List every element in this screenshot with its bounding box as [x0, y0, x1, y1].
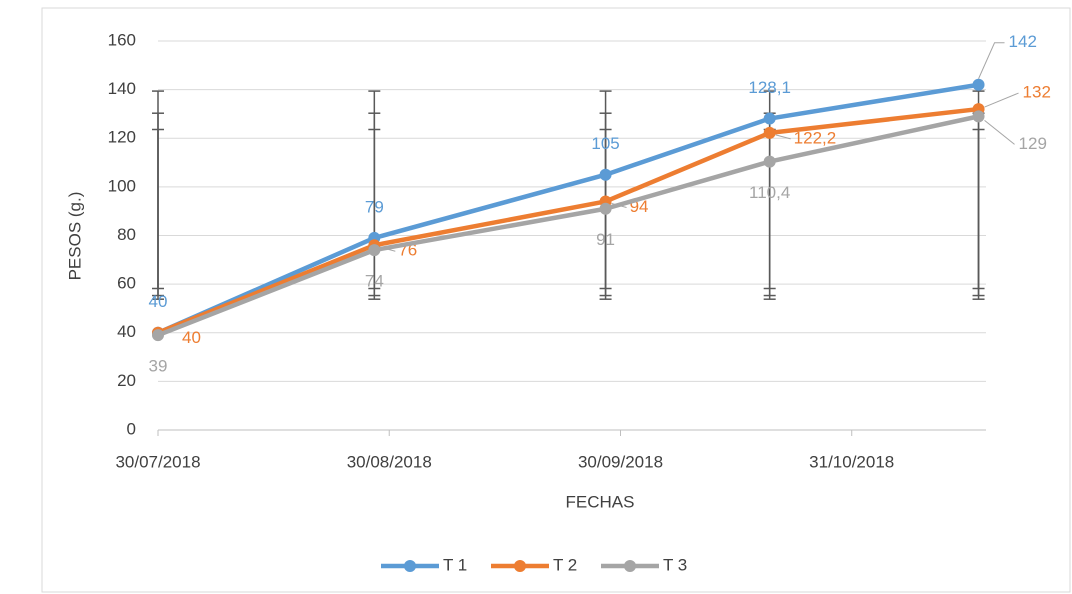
- data-label: 110,4: [749, 183, 790, 202]
- data-point: [972, 110, 985, 123]
- legend-label: T 3: [663, 555, 687, 574]
- data-point: [763, 126, 776, 139]
- leader-line: [775, 134, 791, 140]
- data-label: 91: [596, 230, 615, 249]
- x-tick-label: 30/07/2018: [115, 452, 200, 471]
- data-label: 40: [149, 292, 168, 311]
- data-label: 39: [149, 357, 168, 376]
- x-tick-label: 30/08/2018: [347, 452, 432, 471]
- leader-line: [984, 119, 1015, 145]
- data-label: 142: [1009, 32, 1037, 51]
- data-label: 40: [182, 328, 201, 347]
- legend-marker: [404, 560, 416, 572]
- data-point: [368, 244, 381, 257]
- data-label: 105: [591, 134, 619, 153]
- data-point: [763, 112, 776, 125]
- legend-marker: [514, 560, 526, 572]
- data-label: 74: [365, 272, 384, 291]
- y-tick-label: 0: [127, 419, 136, 438]
- legend-label: T 2: [553, 555, 577, 574]
- legend-marker: [624, 560, 636, 572]
- data-label: 132: [1023, 83, 1051, 102]
- x-tick-label: 30/09/2018: [578, 452, 663, 471]
- y-tick-label: 20: [117, 371, 136, 390]
- chart-border: [41, 7, 1071, 593]
- y-tick-label: 100: [108, 176, 136, 195]
- leader-line: [984, 92, 1019, 108]
- data-label: 129: [1019, 134, 1047, 153]
- x-tick-label: 31/10/2018: [809, 452, 894, 471]
- data-point: [152, 329, 164, 342]
- data-label: 128,1: [748, 78, 791, 97]
- y-tick-label: 40: [117, 322, 136, 341]
- y-tick-label: 80: [117, 225, 136, 244]
- y-tick-label: 120: [108, 128, 136, 147]
- data-label: 122,2: [794, 128, 837, 147]
- legend-label: T 1: [443, 555, 467, 574]
- y-axis-label: PESOS (g.): [65, 192, 84, 281]
- y-tick-label: 160: [108, 30, 136, 49]
- data-point: [599, 202, 612, 215]
- x-axis-label: FECHAS: [566, 492, 635, 511]
- data-point: [599, 168, 612, 181]
- leader-line: [978, 42, 1005, 79]
- data-point: [972, 78, 985, 91]
- y-tick-label: 60: [117, 274, 136, 293]
- y-tick-label: 140: [108, 79, 136, 98]
- data-point: [763, 155, 776, 168]
- data-label: 79: [365, 197, 384, 216]
